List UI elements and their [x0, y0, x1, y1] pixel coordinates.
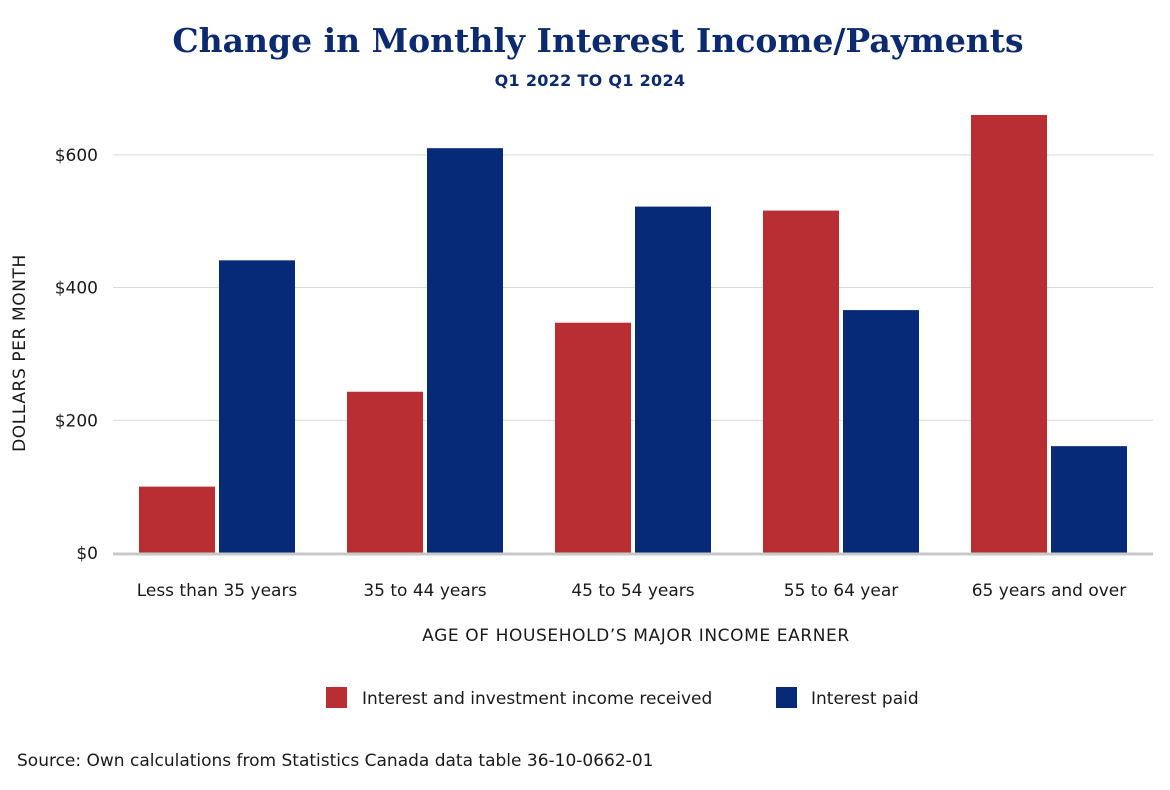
x-tick-label: Less than 35 years [137, 581, 298, 601]
chart-title: Change in Monthly Interest Income/Paymen… [172, 21, 1023, 60]
y-axis-ticks: $0 $200 $400 $600 [55, 146, 98, 564]
bar-interest-paid-1 [427, 148, 503, 553]
bar-interest-paid-3 [843, 310, 919, 553]
bar-income-received-4 [971, 115, 1047, 553]
legend-swatch-income [326, 687, 347, 708]
y-tick-label: $400 [55, 279, 98, 299]
legend-label-income: Interest and investment income received [362, 689, 712, 709]
chart-subtitle: Q1 2022 TO Q1 2024 [495, 71, 686, 90]
y-tick-label: $0 [76, 544, 98, 564]
y-tick-label: $200 [55, 411, 98, 431]
bar-interest-paid-0 [219, 260, 295, 553]
bar-interest-paid-2 [635, 206, 711, 553]
bar-income-received-0 [139, 486, 215, 553]
bars [113, 115, 1153, 556]
bar-interest-paid-4 [1051, 446, 1127, 553]
x-tick-label: 45 to 54 years [571, 581, 694, 601]
y-axis-title: DOLLARS PER MONTH [10, 254, 30, 452]
x-tick-label: 35 to 44 years [363, 581, 486, 601]
bar-income-received-3 [763, 210, 839, 553]
legend-swatch-interest-paid [776, 687, 797, 708]
legend: Interest and investment income received … [326, 687, 919, 709]
x-tick-label: 55 to 64 year [784, 581, 898, 601]
x-axis-ticks: Less than 35 years 35 to 44 years 45 to 54… [137, 581, 1127, 601]
source-note: Source: Own calculations from Statistics… [17, 751, 653, 771]
legend-label-interest-paid: Interest paid [811, 689, 919, 709]
x-axis-title: AGE OF HOUSEHOLD’S MAJOR INCOME EARNER [422, 626, 850, 646]
bar-income-received-2 [555, 322, 631, 553]
bar-income-received-1 [347, 391, 423, 553]
x-tick-label: 65 years and over [972, 581, 1127, 601]
y-tick-label: $600 [55, 146, 98, 166]
